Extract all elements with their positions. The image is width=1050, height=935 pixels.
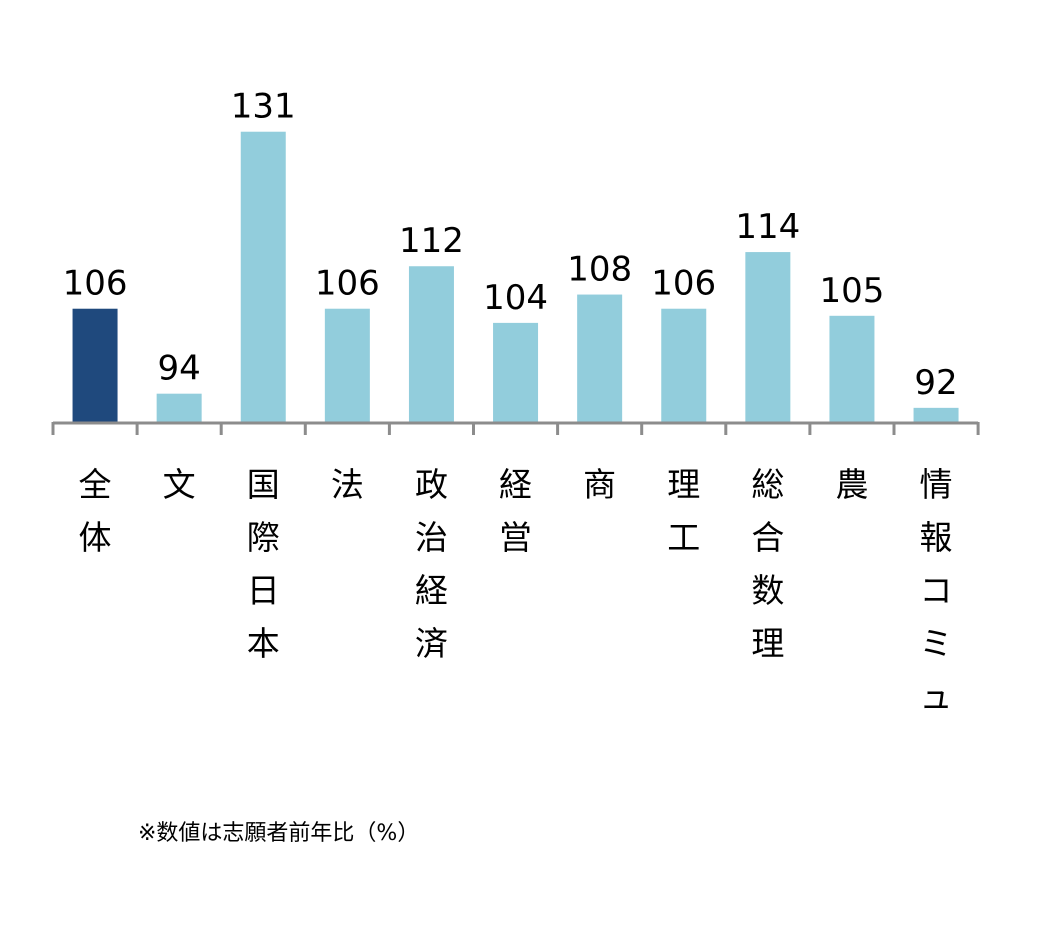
category-label-4: 政治経済 (415, 465, 448, 663)
bar-2 (240, 131, 286, 422)
value-label-4: 112 (399, 221, 464, 261)
category-label-0: 全体 (79, 465, 112, 557)
category-label-3: 法 (331, 465, 364, 504)
category-label-10: 情報コミュ (920, 465, 953, 716)
category-labels-group: 全体 文 国際日本 法 政治経済 経営 商 理工 総合数理 農 情報コミュ (79, 465, 953, 716)
bar-0 (72, 308, 118, 422)
x-axis (51, 421, 980, 435)
chart-note: ※数値は志願者前年比（%） (138, 821, 420, 846)
category-label-7: 理工 (667, 465, 700, 557)
category-label-5: 経営 (499, 465, 532, 557)
bar-1 (156, 393, 202, 422)
value-label-3: 106 (315, 264, 380, 304)
bar-10 (913, 407, 959, 422)
bar-7 (661, 308, 707, 422)
category-label-8: 総合数理 (751, 465, 784, 663)
category-label-1: 文 (163, 465, 196, 504)
value-label-0: 106 (63, 264, 128, 304)
bar-8 (745, 252, 791, 422)
category-label-9: 農 (835, 465, 868, 504)
bars-group (72, 131, 959, 422)
value-label-7: 106 (651, 264, 716, 304)
bar-5 (493, 322, 539, 422)
value-label-8: 114 (735, 207, 800, 247)
value-label-6: 108 (567, 250, 632, 290)
bar-6 (577, 294, 623, 422)
value-label-1: 94 (158, 349, 201, 389)
value-label-5: 104 (483, 278, 548, 318)
value-label-2: 131 (231, 87, 296, 127)
category-label-6: 商 (583, 465, 616, 504)
bar-4 (408, 266, 454, 422)
value-labels-group: 106 94 131 106 112 104 108 106 114 105 92 (63, 87, 958, 403)
value-label-10: 92 (914, 363, 957, 403)
bar-3 (324, 308, 370, 422)
bar-9 (829, 315, 875, 422)
value-label-9: 105 (819, 271, 884, 311)
category-label-2: 国際日本 (247, 465, 280, 663)
